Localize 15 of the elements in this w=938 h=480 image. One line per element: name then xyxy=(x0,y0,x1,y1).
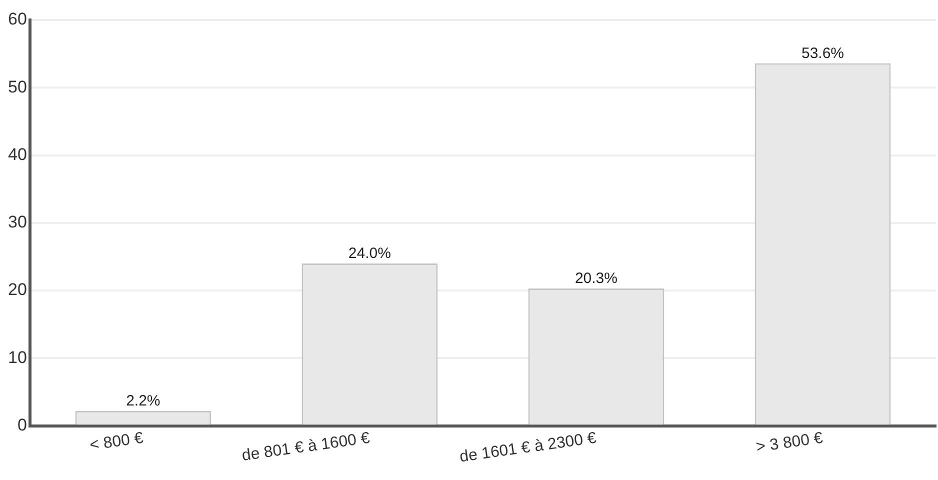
data-label: 20.3% xyxy=(574,270,618,288)
y-tick-label: 30 xyxy=(8,212,27,232)
x-tick-label: de 1601 € à 2300 € xyxy=(458,430,598,466)
y-tick-label: 60 xyxy=(8,10,27,29)
x-tick-label: < 800 € xyxy=(88,430,144,454)
y-tick-label: 40 xyxy=(8,144,27,164)
data-label: 53.6% xyxy=(801,44,844,62)
y-tick-label: 50 xyxy=(8,77,27,96)
x-tick-label: > 3 800 € xyxy=(755,430,824,456)
y-tick-label: 0 xyxy=(17,415,27,434)
data-label: 24.0% xyxy=(348,245,391,262)
y-tick-label: 10 xyxy=(8,348,27,367)
data-label: 2.2% xyxy=(126,392,160,410)
y-tick-label: 20 xyxy=(8,280,27,300)
x-tick-label: de 801 € à 1600 € xyxy=(240,430,371,465)
